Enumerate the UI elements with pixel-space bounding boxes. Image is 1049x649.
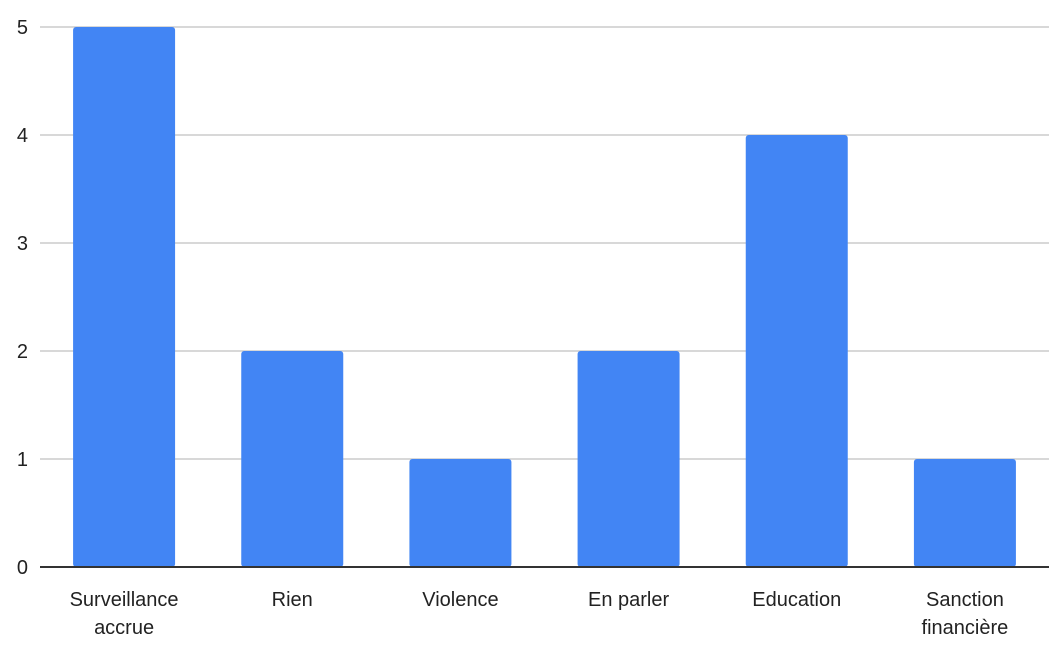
x-category-label: Education xyxy=(752,589,841,611)
x-category-label-line: Sanction xyxy=(926,589,1004,611)
x-category-label-line: Rien xyxy=(272,589,313,611)
x-category-label: En parler xyxy=(588,589,669,611)
y-tick-label: 2 xyxy=(17,341,28,363)
y-tick-label: 1 xyxy=(17,449,28,471)
x-category-label: Violence xyxy=(422,589,498,611)
y-tick-label: 3 xyxy=(17,233,28,255)
y-tick-label: 5 xyxy=(17,17,28,39)
y-axis-ticks: 0 1 2 3 4 5 xyxy=(17,17,28,579)
y-tick-label: 4 xyxy=(17,125,28,147)
x-axis-labels: Surveillance accrue Rien Violence En parler E… xyxy=(70,589,1009,639)
bar xyxy=(913,459,1016,567)
bar xyxy=(745,135,848,567)
x-category-label-line: financière xyxy=(922,617,1009,639)
bar xyxy=(409,459,512,567)
gridlines xyxy=(40,26,1049,460)
x-category-label-line: En parler xyxy=(588,589,669,611)
bars xyxy=(73,27,1016,567)
x-category-label-line: accrue xyxy=(94,617,154,639)
x-category-label: Rien xyxy=(272,589,313,611)
x-category-label: Surveillance accrue xyxy=(70,589,179,639)
x-category-label: Sanction financière xyxy=(922,589,1009,639)
x-category-label-line: Surveillance xyxy=(70,589,179,611)
y-tick-label: 0 xyxy=(17,557,28,579)
bar xyxy=(73,27,176,567)
x-category-label-line: Violence xyxy=(422,589,498,611)
bar xyxy=(577,351,680,567)
bar xyxy=(241,351,344,567)
x-category-label-line: Education xyxy=(752,589,841,611)
